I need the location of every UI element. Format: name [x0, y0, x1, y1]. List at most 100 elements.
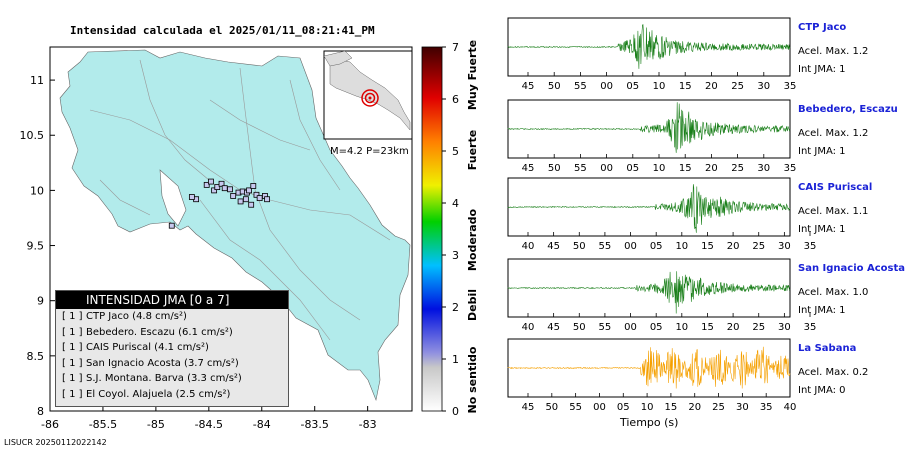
- time-tick-label: 15: [665, 402, 678, 413]
- legend-row: [ 1 ] CTP Jaco (4.8 cm/s²): [56, 309, 288, 325]
- inset-label: M=4.2 P=23km: [330, 146, 409, 157]
- lon-ticks: -86 -85.5 -85 -84.5 -84 -83.5 -83: [41, 406, 377, 431]
- time-tick-label: 50: [548, 81, 561, 92]
- station-marker: [246, 187, 252, 194]
- lon-tick-label: -83.5: [300, 418, 328, 431]
- station-marker: [253, 191, 260, 198]
- time-tick-label: 10: [675, 241, 688, 252]
- station-marker: [227, 186, 233, 193]
- time-tick-label: 20: [727, 241, 740, 252]
- station-marker: [248, 201, 255, 208]
- time-tick-label: 40: [522, 241, 535, 252]
- station-jma-intensity: Int JMA: 1: [798, 305, 846, 316]
- legend-level: [ 1 ]: [62, 326, 83, 338]
- seismogram-panel: [507, 99, 791, 159]
- legend-level: [ 1 ]: [62, 311, 83, 322]
- lat-tick-label: 8: [37, 405, 44, 418]
- seismogram-trace: [507, 102, 791, 153]
- lon-tick-label: -86: [41, 418, 59, 431]
- legend-row: [ 1 ] Bebedero. Escazu (6.1 cm/s²): [56, 325, 288, 341]
- time-tick-label: 30: [757, 81, 770, 92]
- map-title: Intensidad calculada el 2025/01/11_08:21…: [70, 24, 375, 37]
- colorbar-category-label: No sentido: [466, 346, 479, 413]
- station-marker: [250, 183, 257, 189]
- seismogram-trace: [507, 271, 791, 314]
- colorbar-labels: No sentido Debil Moderado Fuerte Muy Fuerte: [466, 40, 479, 414]
- colorbar-category-label: Muy Fuerte: [466, 40, 479, 110]
- costa-rica-landmass: [59, 49, 411, 402]
- time-tick-label: 00: [600, 81, 613, 92]
- colorbar-tick-label: 0: [452, 405, 459, 418]
- time-tick-label: 55: [574, 163, 587, 174]
- credit-label: LISUCR 20250112022142: [4, 438, 107, 447]
- time-tick-label: 50: [573, 241, 586, 252]
- time-tick-label: 25: [731, 81, 744, 92]
- time-tick-label: 20: [688, 402, 701, 413]
- time-tick-label: 50: [545, 402, 558, 413]
- time-tick-label: 40: [784, 402, 797, 413]
- legend-text: S.J. Montana. Barva (3.3 cm/s²): [86, 373, 242, 384]
- time-tick-label: 35: [760, 402, 773, 413]
- station-jma-intensity: Int JMA: 1: [798, 224, 846, 235]
- time-tick-label: 55: [574, 81, 587, 92]
- colorbar-tick-label: 2: [452, 301, 459, 314]
- time-tick-label: 05: [650, 241, 663, 252]
- station-name: La Sabana: [798, 343, 857, 354]
- station-max-accel: Acel. Max. 1.0: [798, 287, 869, 298]
- colorbar-ticks: 0 1 2 3 4 5 6 7: [442, 41, 459, 418]
- lat-tick-label: 10.5: [20, 129, 45, 142]
- seismogram-trace: [507, 346, 791, 389]
- station-name: San Ignacio Acosta: [798, 263, 906, 274]
- legend-level: [ 1 ]: [62, 357, 83, 369]
- time-tick-label: 00: [624, 322, 637, 333]
- colorbar-tick-label: 7: [452, 41, 459, 54]
- time-tick-label: 30: [736, 402, 749, 413]
- time-tick-label: 15: [679, 163, 692, 174]
- time-tick-label: 25: [752, 322, 765, 333]
- time-tick-label: 30: [757, 163, 770, 174]
- legend-text: CTP Jaco (4.8 cm/s²): [86, 311, 187, 322]
- legend-rows: [ 1 ] CTP Jaco (4.8 cm/s²)[ 1 ] Bebedero. …: [56, 309, 288, 402]
- time-tick-label: 15: [701, 241, 714, 252]
- station-marker: [188, 194, 195, 200]
- colorbar-tick-label: 1: [452, 353, 459, 366]
- inset-map: [323, 50, 413, 140]
- legend-title: INTENSIDAD JMA [0 a 7]: [56, 291, 288, 309]
- time-axis-label: Tiempo (s): [620, 416, 679, 429]
- legend-row: [ 1 ] S.J. Montana. Barva (3.3 cm/s²): [56, 371, 288, 387]
- station-jma-intensity: Int JMA: 0: [798, 385, 846, 396]
- time-tick-label: 55: [569, 402, 582, 413]
- time-tick-label: 50: [548, 163, 561, 174]
- time-tick-label: 50: [573, 322, 586, 333]
- time-tick-label: 40: [522, 322, 535, 333]
- station-max-accel: Acel. Max. 1.2: [798, 128, 869, 139]
- station-marker: [230, 193, 237, 199]
- station-marker: [256, 195, 263, 202]
- lat-tick-label: 11: [30, 74, 44, 87]
- intensity-colorbar: [421, 46, 443, 412]
- time-tick-label: 30: [778, 322, 791, 333]
- time-tick-label: 30: [778, 241, 791, 252]
- time-tick-label: 25: [752, 241, 765, 252]
- station-marker: [221, 185, 228, 192]
- colorbar-category-label: Moderado: [466, 209, 479, 272]
- lat-ticks: 8 8.5 9 9.5 10 10.5 11: [20, 74, 55, 418]
- seismogram-trace: [507, 184, 791, 233]
- time-tick-label: 05: [617, 402, 630, 413]
- time-tick-label: 05: [626, 163, 639, 174]
- station-marker: [203, 181, 210, 188]
- time-tick-label: 55: [599, 241, 612, 252]
- station-name: CAIS Puriscal: [798, 182, 873, 193]
- time-tick-label: 00: [624, 241, 637, 252]
- legend-text: San Ignacio Acosta (3.7 cm/s²): [86, 357, 239, 369]
- time-tick-label: 20: [705, 81, 718, 92]
- lat-tick-label: 8.5: [27, 350, 45, 363]
- time-tick-label: 45: [522, 163, 535, 174]
- station-jma-intensity: Int JMA: 1: [798, 64, 846, 75]
- seismograms: 45 50 55 00 05 10 15 20 25 30 35 45 50 55 00 05 10 15 20 25…: [507, 17, 816, 413]
- lon-tick-label: -84: [253, 418, 271, 431]
- colorbar-tick-label: 3: [452, 249, 459, 262]
- legend-row: [ 1 ] CAIS Puriscal (4.1 cm/s²): [56, 340, 288, 356]
- legend-level: [ 1 ]: [62, 342, 83, 353]
- lat-tick-label: 10: [30, 184, 44, 197]
